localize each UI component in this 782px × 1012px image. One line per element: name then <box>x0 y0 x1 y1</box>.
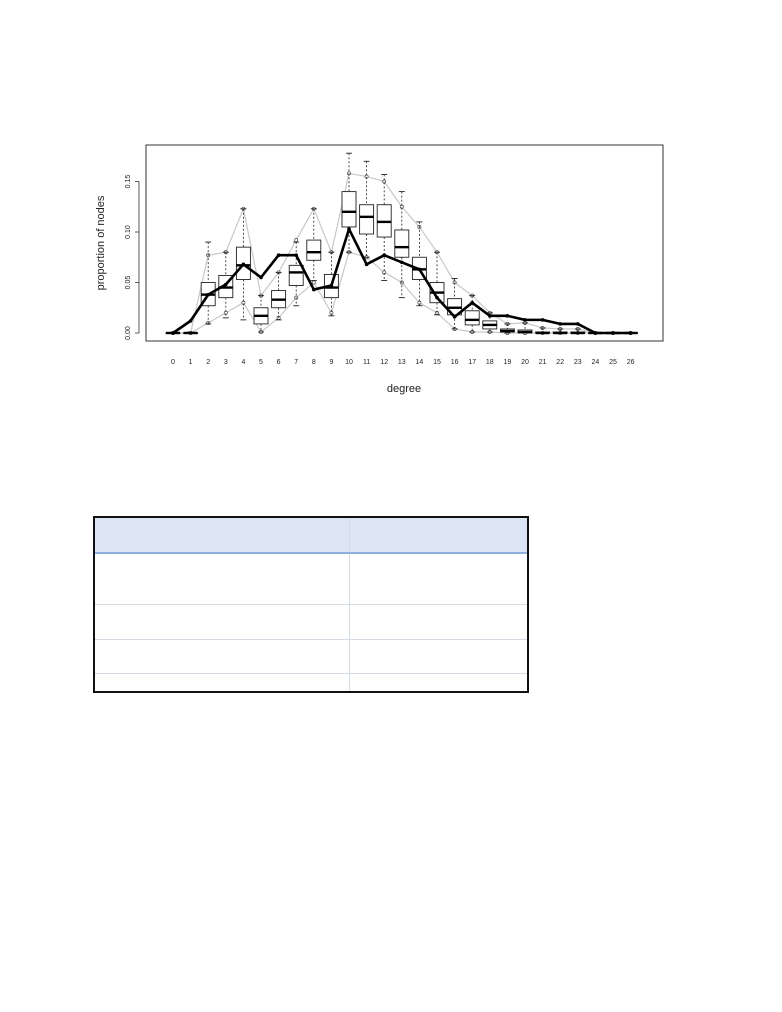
series-point <box>294 253 299 258</box>
box-body <box>306 239 322 261</box>
series-point <box>206 292 210 297</box>
x-tick-label: 17 <box>468 359 476 366</box>
series-point <box>558 322 562 326</box>
x-tick-label: 21 <box>539 359 547 366</box>
x-axis-title: degree <box>387 383 421 395</box>
x-tick-label: 7 <box>294 359 298 366</box>
x-tick-label: 15 <box>433 359 441 366</box>
series-point <box>470 300 475 305</box>
x-tick-label: 19 <box>504 359 512 366</box>
x-tick-label: 22 <box>556 359 564 366</box>
series-point <box>171 331 175 335</box>
table-header-row <box>95 518 527 554</box>
data-table <box>93 516 529 693</box>
table-cell <box>95 604 350 640</box>
y-tick-label: 0.05 <box>125 276 132 290</box>
table-cell <box>95 553 350 606</box>
table-cell <box>349 639 527 675</box>
table-cell <box>95 639 350 675</box>
y-axis-title: proportion of nodes <box>95 195 107 290</box>
x-tick-label: 23 <box>574 359 582 366</box>
series-point <box>628 331 633 335</box>
x-tick-label: 8 <box>312 359 316 366</box>
x-tick-label: 11 <box>363 359 370 366</box>
x-tick-label: 3 <box>224 359 228 366</box>
x-tick-label: 9 <box>329 359 333 366</box>
series-point <box>276 253 281 258</box>
series-point <box>259 275 263 280</box>
series-point <box>241 262 246 267</box>
series-point <box>188 319 193 323</box>
x-tick-label: 10 <box>345 359 353 366</box>
series-point <box>400 260 404 265</box>
box-body <box>288 264 304 286</box>
series-point <box>540 318 545 322</box>
series-point <box>347 227 351 231</box>
series-point <box>488 314 492 318</box>
table-row <box>95 673 527 691</box>
box-body <box>341 191 357 228</box>
degree-distribution-chart: 0 1 2 3 4 5 6 7 8 9 10 11 12 13 14 15 16 17 18 19 20 21 22 23 24… <box>95 144 664 395</box>
table-cell <box>349 553 527 606</box>
series-point <box>312 287 316 292</box>
table-row <box>95 553 527 606</box>
table-row <box>95 604 527 640</box>
series-point <box>452 315 457 319</box>
x-tick-label: 16 <box>451 359 459 366</box>
series-point <box>505 314 510 318</box>
table-cell <box>349 604 527 640</box>
y-tick-label: 0.10 <box>125 225 132 239</box>
x-tick-label: 1 <box>189 359 193 366</box>
table-cell <box>95 673 350 691</box>
series-point <box>576 322 580 326</box>
series-point <box>593 331 598 335</box>
x-tick-label: 18 <box>486 359 494 366</box>
series-point <box>417 267 422 272</box>
table-header-cell <box>95 518 350 554</box>
boxplots <box>165 152 639 335</box>
table-cell <box>349 674 527 691</box>
series-point <box>523 318 527 322</box>
x-tick-label: 0 <box>171 359 175 366</box>
band-point <box>311 280 316 285</box>
series-point <box>329 283 334 288</box>
x-tick-label: 14 <box>416 359 424 366</box>
x-tick-label: 6 <box>277 359 281 366</box>
series-point <box>435 295 439 300</box>
box-body <box>464 310 480 326</box>
x-tick-label: 25 <box>609 359 617 366</box>
series-point <box>382 253 387 258</box>
plot-frame <box>145 144 664 342</box>
series-point <box>364 262 369 267</box>
x-tick-label: 24 <box>592 359 600 366</box>
box-body <box>394 229 410 258</box>
y-axis: 0.00 0.05 0.10 0.15 <box>125 175 140 340</box>
table-row <box>95 639 527 675</box>
x-tick-label: 12 <box>380 359 388 366</box>
x-tick-label: 4 <box>241 359 245 366</box>
table-header-cell <box>349 518 527 554</box>
y-tick-label: 0.00 <box>125 326 132 340</box>
series-point <box>224 282 228 287</box>
observed-series <box>171 227 633 335</box>
x-axis: 0 1 2 3 4 5 6 7 8 9 10 11 12 13 14 15 16 17 18 19 20 21 22 23 24… <box>171 359 635 366</box>
y-tick-label: 0.15 <box>125 175 132 189</box>
x-tick-label: 26 <box>627 359 635 366</box>
x-tick-label: 13 <box>398 359 406 366</box>
x-tick-label: 5 <box>259 359 263 366</box>
series-point <box>611 331 615 335</box>
box-body <box>359 204 375 235</box>
x-tick-label: 20 <box>521 359 529 366</box>
x-tick-label: 2 <box>206 359 210 366</box>
band-point <box>294 238 299 243</box>
